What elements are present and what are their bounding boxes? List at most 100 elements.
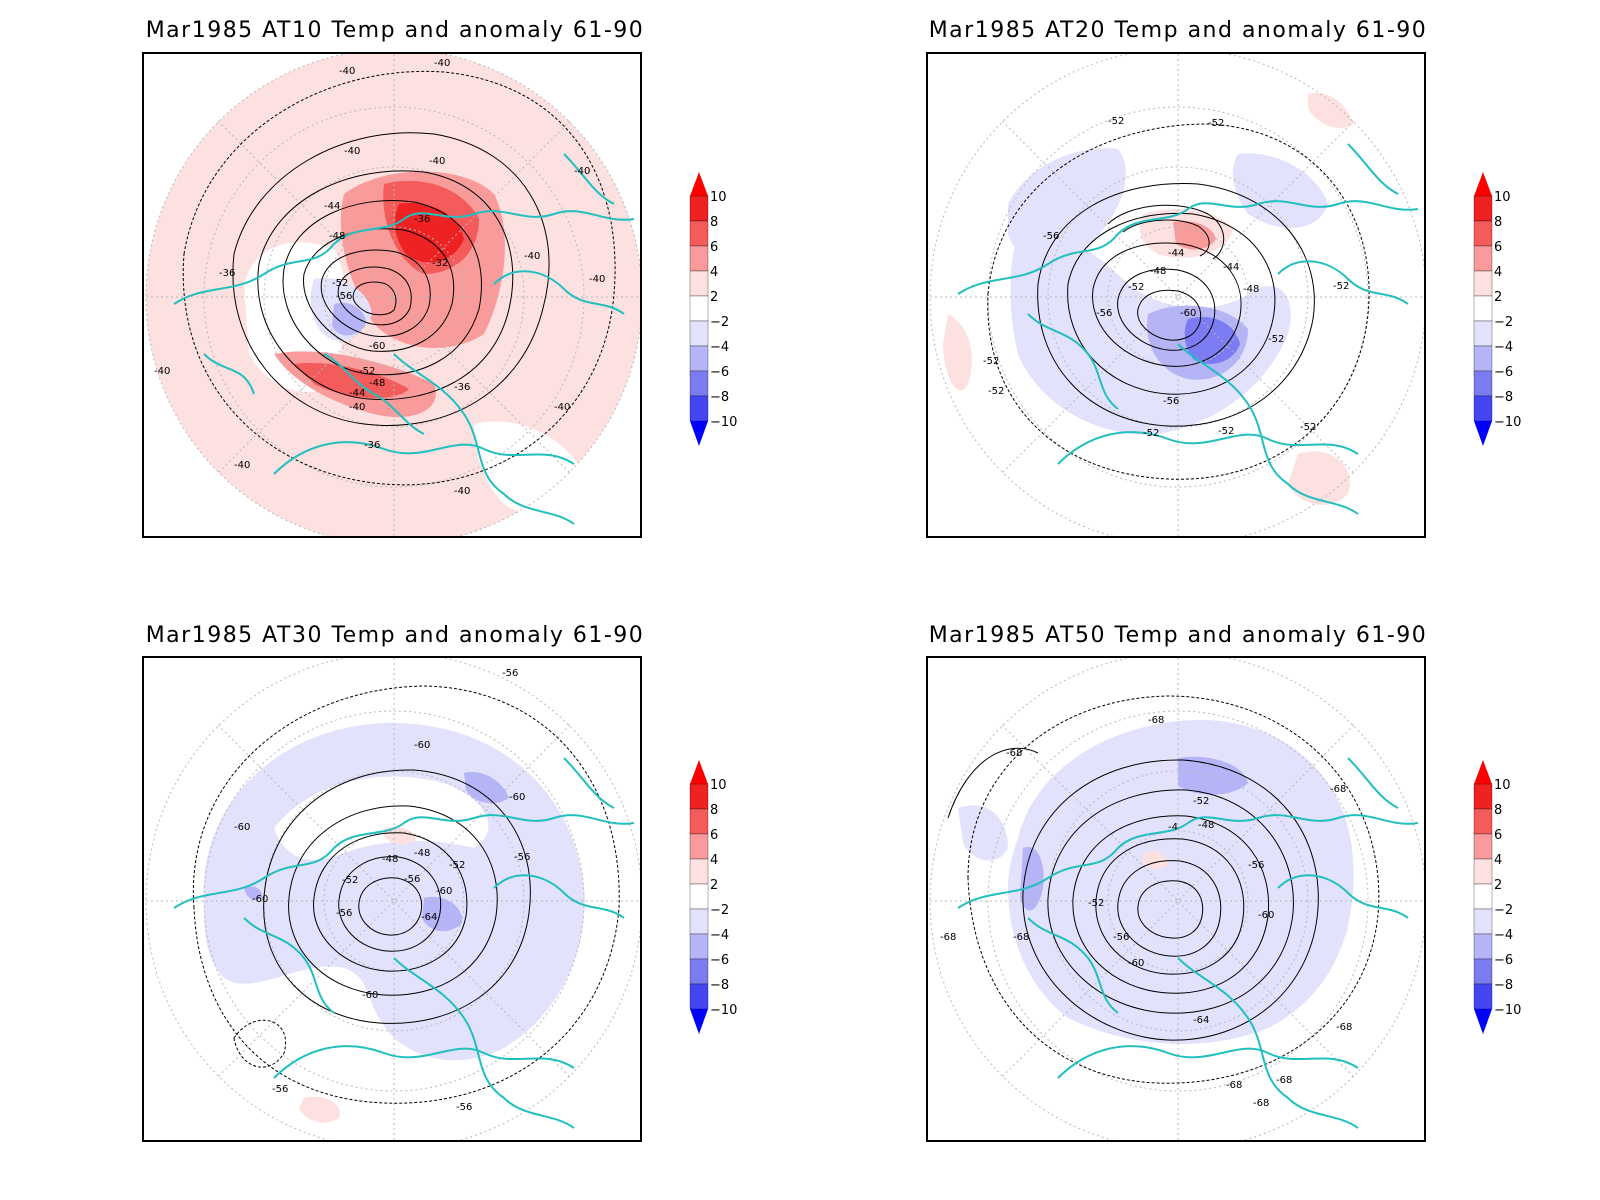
contour-label: -68: [1006, 748, 1022, 759]
anomaly-neg2-region: [1256, 904, 1348, 974]
colorbar-label: 4: [710, 265, 718, 280]
anomaly-neg2-region: [1232, 153, 1328, 228]
contour-label: -36: [454, 382, 470, 393]
map-svg: -68 -68 -68 -52 -4 -48 -56 -52 -60 -56 -…: [929, 658, 1424, 1140]
colorbar-label: −10: [710, 1003, 737, 1018]
coastlines: [957, 143, 1419, 515]
colorbar-label: 8: [710, 215, 718, 230]
polar-map: -68 -68 -68 -52 -4 -48 -56 -52 -60 -56 -…: [926, 656, 1426, 1142]
contour-label: -56: [514, 852, 530, 863]
panel-title: Mar1985 AT50 Temp and anomaly 61-90: [928, 623, 1428, 648]
contour-label: -60: [252, 894, 268, 905]
colorbar-label: 2: [1494, 878, 1502, 893]
contour-label: -40: [454, 486, 470, 497]
contour-label: -36: [219, 268, 235, 279]
contour-label: -56: [336, 908, 352, 919]
contour-label: -60: [436, 886, 452, 897]
contour-label: -52: [449, 860, 465, 871]
contour-label: -48: [369, 378, 385, 389]
colorbar-label: −8: [1494, 978, 1513, 993]
colorbar-label: 8: [1494, 803, 1502, 818]
anomaly-pos6-region: [294, 363, 409, 399]
colorbar-label: −2: [710, 903, 729, 918]
colorbar-label: −4: [1494, 340, 1513, 355]
colorbar-label: −6: [710, 953, 729, 968]
anomaly-neg4-region: [422, 896, 463, 932]
anomaly-neutral-region: [474, 421, 584, 514]
contour-label: -56: [1113, 932, 1129, 943]
anomaly-pos2-region: [299, 1096, 340, 1123]
polar-map: -52 -52 -56 -44 -44 -48 -48 -52 -60 -56 …: [926, 52, 1426, 538]
contour-label: -40: [349, 402, 365, 413]
colorbar-label: −2: [1494, 315, 1513, 330]
colorbar: 10 8 6 4 2 −2 −4 −6 −8 −10: [1473, 172, 1521, 446]
contour-label: -52: [1218, 426, 1234, 437]
colorbar-label: −4: [710, 928, 729, 943]
contour-label: -36: [364, 440, 380, 451]
contour-label: -40: [434, 58, 450, 69]
colorbar-label: −8: [1494, 390, 1513, 405]
colorbar-label: 8: [1494, 215, 1502, 230]
graticule: [929, 54, 1424, 536]
contour-label: -48: [414, 848, 430, 859]
anomaly-neg6-region: [1184, 316, 1240, 364]
contour-label: -60: [1258, 910, 1274, 921]
polar-map: -56 -60 -60 -60 -48 -48 -52 -56 -52 -56 …: [142, 656, 642, 1142]
contour-label: -40: [344, 146, 360, 157]
contour-label: -52: [983, 356, 999, 367]
contour-label: -68: [940, 932, 956, 943]
anomaly-neg4-region: [1178, 756, 1248, 795]
panel-title: Mar1985 AT30 Temp and anomaly 61-90: [145, 623, 645, 648]
contour-label: -44: [349, 388, 365, 399]
colorbar-label: 10: [1494, 190, 1511, 205]
contour-label: -40: [154, 366, 170, 377]
coastlines: [957, 757, 1419, 1129]
contour-label: -52: [342, 875, 358, 886]
colorbar-label: −6: [1494, 365, 1513, 380]
contour-label: -44: [324, 201, 340, 212]
contour-labels: -52 -52 -56 -44 -44 -48 -48 -52 -60 -56 …: [983, 116, 1349, 439]
graticule: [145, 658, 640, 1140]
anomaly-neg4-region: [332, 302, 366, 336]
anomaly-pos2-region: [943, 314, 972, 391]
colorbar-label: −10: [1494, 415, 1521, 430]
colorbar-label: 4: [710, 853, 718, 868]
map-svg: -56 -60 -60 -60 -48 -48 -52 -56 -52 -56 …: [145, 658, 640, 1140]
contour-label: -68: [1253, 1098, 1269, 1109]
contour-label: -56: [404, 874, 420, 885]
anomaly-shading: [943, 93, 1353, 505]
temperature-contours: [182, 70, 616, 486]
contour-label: -36: [414, 214, 430, 225]
contour-label: -52: [1193, 796, 1209, 807]
anomaly-neg4-region: [464, 772, 509, 804]
contour-label: -44: [1223, 262, 1239, 273]
colorbar-label: −4: [1494, 928, 1513, 943]
contour-label: -60: [414, 740, 430, 751]
contour-label: -68: [1013, 932, 1029, 943]
colorbar-label: −2: [1494, 903, 1513, 918]
colorbar-label: 8: [710, 803, 718, 818]
contour-label: -52: [1300, 422, 1316, 433]
contour-label: -40: [589, 274, 605, 285]
contour-label: -56: [1248, 860, 1264, 871]
contour-label: -68: [1148, 715, 1164, 726]
colorbar-label: 10: [710, 778, 727, 793]
contour-label: -56: [1043, 231, 1059, 242]
contour-label: -48: [329, 231, 345, 242]
contour-label: -52: [1088, 898, 1104, 909]
contour-label: -60: [369, 341, 385, 352]
contour-label: -52: [359, 366, 375, 377]
contour-label: -60: [509, 792, 525, 803]
temperature-contours: [192, 685, 620, 1104]
colorbar-label: −6: [710, 365, 729, 380]
contour-label: -52: [1108, 116, 1124, 127]
graticule: [929, 658, 1424, 1140]
contour-label: -56: [272, 1084, 288, 1095]
contour-label: -48: [382, 854, 398, 865]
contour-label: -48: [1150, 266, 1166, 277]
polar-map: -40 -40 -40 -40 -40 -40 -40 -40 -44 -36 …: [142, 52, 642, 538]
colorbar-label: 4: [1494, 853, 1502, 868]
contour-label: -64: [1193, 1015, 1209, 1026]
contour-label: -52: [1333, 281, 1349, 292]
